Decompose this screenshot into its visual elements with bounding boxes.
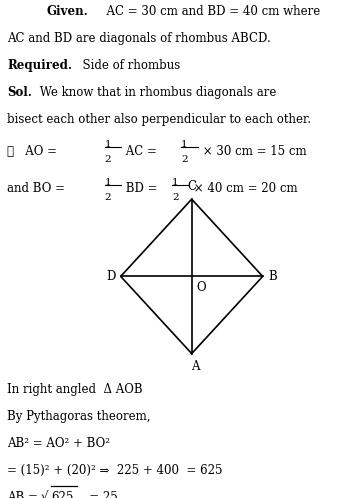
Text: O: O <box>196 281 206 294</box>
Text: √: √ <box>41 491 48 498</box>
Text: 2: 2 <box>105 193 111 202</box>
Text: 2: 2 <box>172 193 179 202</box>
Text: AC =: AC = <box>122 145 161 158</box>
Text: We know that in rhombus diagonals are: We know that in rhombus diagonals are <box>36 86 276 99</box>
Text: bisect each other also perpendicular to each other.: bisect each other also perpendicular to … <box>7 113 311 125</box>
Text: 2: 2 <box>181 155 188 164</box>
Text: AC and BD are diagonals of rhombus ABCD.: AC and BD are diagonals of rhombus ABCD. <box>7 32 271 45</box>
Text: 1: 1 <box>181 140 188 149</box>
Text: AC = 30 cm and BD = 40 cm where: AC = 30 cm and BD = 40 cm where <box>99 5 321 18</box>
Text: Sol.: Sol. <box>7 86 32 99</box>
Text: 1: 1 <box>105 178 111 187</box>
Text: 1: 1 <box>172 178 179 187</box>
Text: B: B <box>268 270 277 283</box>
Text: ∴   AO =: ∴ AO = <box>7 145 61 158</box>
Text: × 30 cm = 15 cm: × 30 cm = 15 cm <box>199 145 306 158</box>
Text: × 40 cm = 20 cm: × 40 cm = 20 cm <box>190 182 297 196</box>
Text: AB² = AO² + BO²: AB² = AO² + BO² <box>7 437 110 450</box>
Text: = 25: = 25 <box>78 491 118 498</box>
Text: D: D <box>106 270 115 283</box>
Text: C: C <box>187 180 196 193</box>
Text: 625: 625 <box>51 491 74 498</box>
Text: Side of rhombus: Side of rhombus <box>75 59 180 72</box>
Text: In right angled  Δ AOB: In right angled Δ AOB <box>7 383 143 396</box>
Text: BD =: BD = <box>122 182 162 196</box>
Text: Given.: Given. <box>46 5 88 18</box>
Text: Required.: Required. <box>7 59 72 72</box>
Text: 1: 1 <box>105 140 111 149</box>
Text: 2: 2 <box>105 155 111 164</box>
Text: AB =: AB = <box>7 491 42 498</box>
Text: and BO =: and BO = <box>7 182 69 196</box>
Text: By Pythagoras theorem,: By Pythagoras theorem, <box>7 410 151 423</box>
Text: = (15)² + (20)² ⇒  225 + 400  = 625: = (15)² + (20)² ⇒ 225 + 400 = 625 <box>7 464 223 477</box>
Text: A: A <box>191 360 200 373</box>
